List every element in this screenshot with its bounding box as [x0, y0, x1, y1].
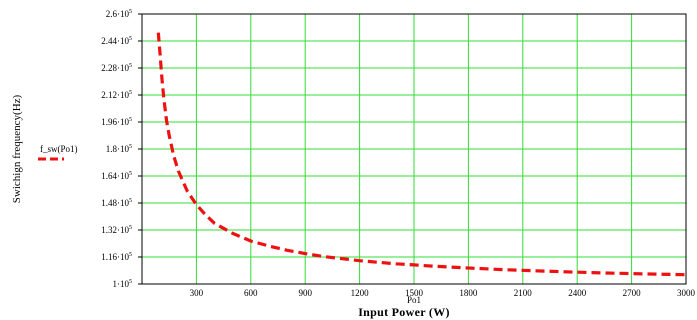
y-tick-label: 1.16·105 — [101, 252, 132, 262]
series-line — [156, 32, 687, 277]
y-tick-label: 2.28·105 — [101, 63, 132, 73]
y-axis-ticks: 1·105 1.16·105 1.32·105 1.48·105 1.64·105 1.8… — [101, 9, 142, 289]
y-axis-label: Swichign frequency(Hz) — [11, 94, 23, 203]
x-tick-label: 1500 — [405, 288, 424, 298]
y-tick-label: 1.32·105 — [101, 225, 132, 235]
y-tick-label: 2.44·105 — [101, 36, 132, 46]
x-tick-label: 1800 — [459, 288, 478, 298]
x-axis-variable-label: Po1 — [407, 295, 421, 305]
x-tick-label: 2700 — [623, 288, 642, 298]
y-tick-label: 1.8·105 — [106, 144, 132, 154]
x-tick-label: 600 — [244, 288, 258, 298]
y-tick-label: 2.6·105 — [106, 9, 132, 19]
y-tick-label: 1·105 — [113, 279, 133, 289]
legend: f_sw(Po1) — [38, 144, 78, 161]
x-tick-label: 900 — [298, 288, 312, 298]
x-tick-label: 1200 — [351, 288, 370, 298]
x-tick-label: 300 — [190, 288, 204, 298]
x-axis-label: Input Power (W) — [358, 305, 450, 319]
x-tick-label: 3000 — [677, 288, 696, 298]
y-tick-label: 2.12·105 — [101, 90, 132, 100]
x-tick-label: 2400 — [568, 288, 587, 298]
x-axis-ticks: 300 600 900 1200 1500 1800 2100 2400 2700 3000 — [190, 288, 696, 298]
legend-label: f_sw(Po1) — [40, 144, 78, 154]
y-tick-label: 1.96·105 — [101, 117, 132, 127]
y-tick-label: 1.64·105 — [101, 171, 132, 181]
y-tick-label: 1.48·105 — [101, 198, 132, 208]
x-tick-label: 2100 — [514, 288, 533, 298]
grid-lines — [142, 14, 686, 284]
